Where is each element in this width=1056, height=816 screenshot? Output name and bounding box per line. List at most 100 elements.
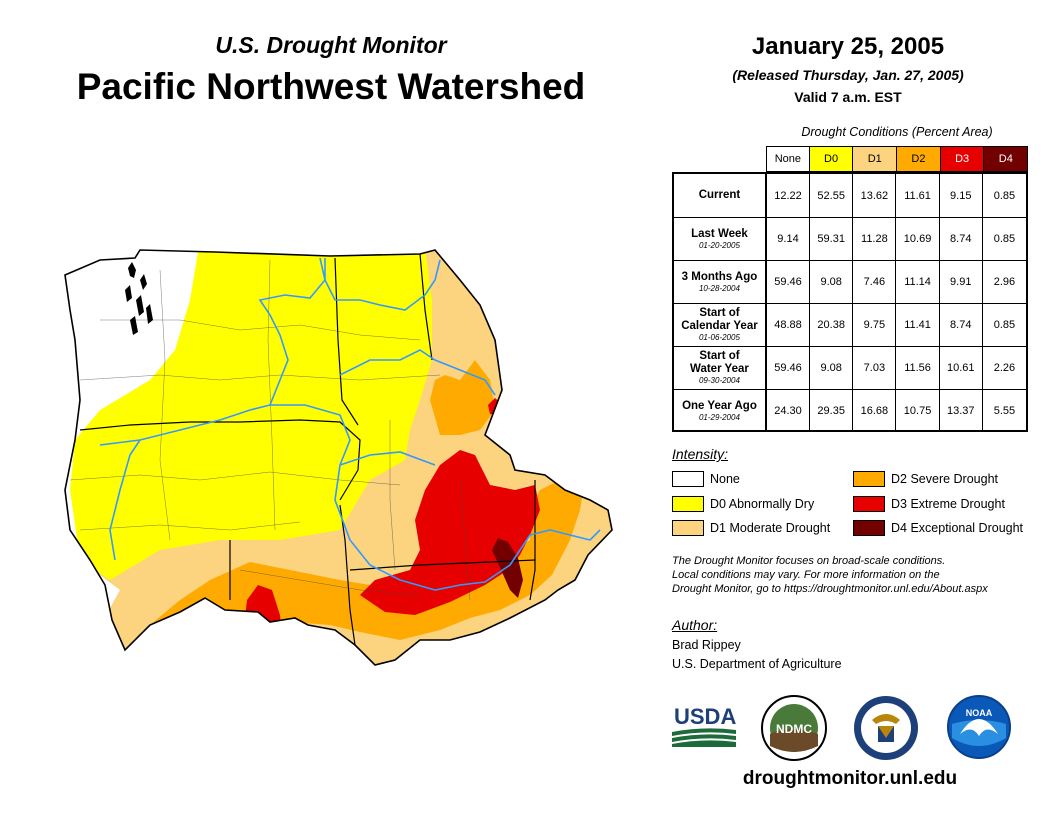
col-header-d2: D2 — [897, 146, 941, 172]
table-cell: 59.46 — [767, 347, 811, 389]
row-label: Start of Water Year 09-30-2004 — [674, 347, 767, 389]
legend-label: D3 Extreme Drought — [891, 497, 1005, 511]
table-cell: 8.74 — [940, 218, 983, 260]
drought-area-d2-east — [430, 360, 495, 435]
table-cell: 52.55 — [810, 174, 854, 217]
table-cell: 2.96 — [993, 276, 1016, 288]
legend-label: D1 Moderate Drought — [710, 521, 831, 535]
table-row: 3 Months Ago 10-28-2004 59.46 9.08 7.46 11.14… — [674, 260, 1026, 303]
row-date: 01-20-2005 — [698, 240, 740, 250]
legend-item-d1: D1 Moderate Drought — [672, 520, 830, 536]
col-header-d3: D3 — [940, 146, 985, 172]
note-line: Drought Monitor, go to https://droughtmo… — [672, 583, 988, 595]
table-row: Current 12.22 52.55 13.62 11.61 9.15 0.85 — [674, 174, 1026, 217]
table-cell: 10.69 — [896, 218, 940, 260]
drought-area-d3 — [360, 450, 540, 615]
legend-item-d3: D3 Extreme Drought — [853, 496, 1005, 512]
row-label-text: Water Year — [690, 363, 749, 375]
row-date: 10-28-2004 — [698, 283, 740, 293]
noaa-logo-icon: NOAA — [947, 695, 1011, 759]
kootenai-river — [319, 257, 441, 311]
table-cell: 7.46 — [853, 261, 897, 303]
noaa-logo-text: NOAA — [966, 708, 993, 718]
row-label: One Year Ago 01-29-2004 — [674, 390, 767, 432]
puget-sound-islands — [125, 262, 153, 335]
valid-time: Valid 7 a.m. EST — [794, 89, 902, 105]
legend-swatch — [672, 520, 704, 536]
region-title: Pacific Northwest Watershed — [76, 66, 586, 107]
row-label: Last Week 01-20-2005 — [674, 218, 767, 260]
table-cell: 9.08 — [810, 261, 854, 303]
usda-logo-text: USDA — [674, 704, 736, 729]
legend-label: D4 Exceptional Drought — [891, 521, 1024, 535]
legend-title: Intensity: — [672, 446, 729, 462]
table-cell: 0.85 — [993, 189, 1016, 202]
table-cell: 12.22 — [767, 174, 811, 217]
table-cell: 59.31 — [810, 218, 854, 260]
row-label-text: Start of — [699, 307, 740, 319]
row-label-text: Calendar Year — [681, 320, 758, 332]
table-cell: 24.30 — [767, 390, 811, 432]
author-name: Brad Rippey — [672, 638, 741, 652]
table-cell: 9.15 — [940, 174, 983, 217]
info-note: The Drought Monitor focuses on broad-sca… — [672, 554, 1022, 596]
table-header: None D0 D1 D2 D3 D4 — [766, 146, 1029, 172]
col-header-d1: D1 — [853, 146, 898, 172]
columbia-river — [99, 258, 326, 446]
drought-map — [64, 249, 613, 666]
legend-swatch — [853, 496, 885, 512]
table-cell: 13.37 — [940, 390, 983, 432]
table-cell: 9.91 — [940, 261, 983, 303]
state-boundaries — [64, 249, 613, 666]
table-cell: 5.55 — [993, 405, 1016, 417]
willamette-river — [109, 439, 141, 561]
table-caption: Drought Conditions (Percent Area) — [801, 125, 993, 139]
table-row: Start of Water Year 09-30-2004 59.46 9.08 7.0… — [674, 346, 1026, 389]
commerce-seal-icon — [854, 696, 918, 760]
row-label: Current — [674, 174, 767, 217]
table-cell: 20.38 — [810, 304, 854, 346]
author-title: Author: — [672, 617, 718, 633]
table-cell: 59.46 — [767, 261, 811, 303]
table-cell: 7.03 — [853, 347, 897, 389]
note-line: Local conditions may vary. For more info… — [672, 569, 940, 581]
table-cell: 10.75 — [896, 390, 940, 432]
table-cell: 9.08 — [810, 347, 854, 389]
salmon-river — [339, 451, 436, 466]
table-cell: 0.85 — [993, 233, 1016, 245]
release-date: (Released Thursday, Jan. 27, 2005) — [732, 67, 964, 83]
table-row: One Year Ago 01-29-2004 24.30 29.35 16.68 10.… — [674, 389, 1026, 432]
row-date: 01-29-2004 — [698, 412, 740, 422]
table-cell: 8.74 — [940, 304, 983, 346]
col-header-none: None — [766, 146, 810, 172]
row-label-text: One Year Ago — [682, 399, 757, 412]
table-cell: 11.56 — [896, 347, 940, 389]
table-cell: 48.88 — [767, 304, 811, 346]
table-cell: 9.75 — [853, 304, 897, 346]
map-date: January 25, 2005 — [751, 33, 945, 60]
row-label-text: Last Week — [691, 227, 748, 240]
drought-area-d4 — [492, 538, 523, 598]
clark-fork-river — [339, 349, 496, 396]
rivers — [99, 257, 601, 591]
legend-label: D2 Severe Drought — [891, 472, 999, 486]
row-label: 3 Months Ago 10-28-2004 — [674, 261, 767, 303]
table-row: Last Week 01-20-2005 9.14 59.31 11.28 10.69 8.… — [674, 217, 1026, 260]
legend-swatch — [853, 471, 885, 487]
watershed-boundaries — [69, 259, 471, 601]
col-header-d4: D4 — [984, 146, 1029, 172]
legend-swatch — [853, 520, 885, 536]
table-cell: 10.61 — [940, 347, 983, 389]
usda-logo-icon: USDA — [672, 704, 736, 747]
conditions-table: Current 12.22 52.55 13.62 11.61 9.15 0.85 Last … — [672, 172, 1028, 432]
legend-item-d4: D4 Exceptional Drought — [853, 520, 1023, 536]
legend-label: None — [710, 472, 740, 486]
row-date: 01-06-2005 — [698, 333, 740, 342]
legend-item-d0: D0 Abnormally Dry — [672, 496, 814, 512]
legend-swatch — [672, 471, 704, 487]
legend-swatch — [672, 496, 704, 512]
table-row: Start of Calendar Year 01-06-2005 48.88 20.3… — [674, 303, 1026, 346]
site-url[interactable]: droughtmonitor.unl.edu — [742, 768, 958, 789]
row-label-text: Start of — [699, 350, 740, 362]
row-label-text: Current — [698, 189, 741, 201]
